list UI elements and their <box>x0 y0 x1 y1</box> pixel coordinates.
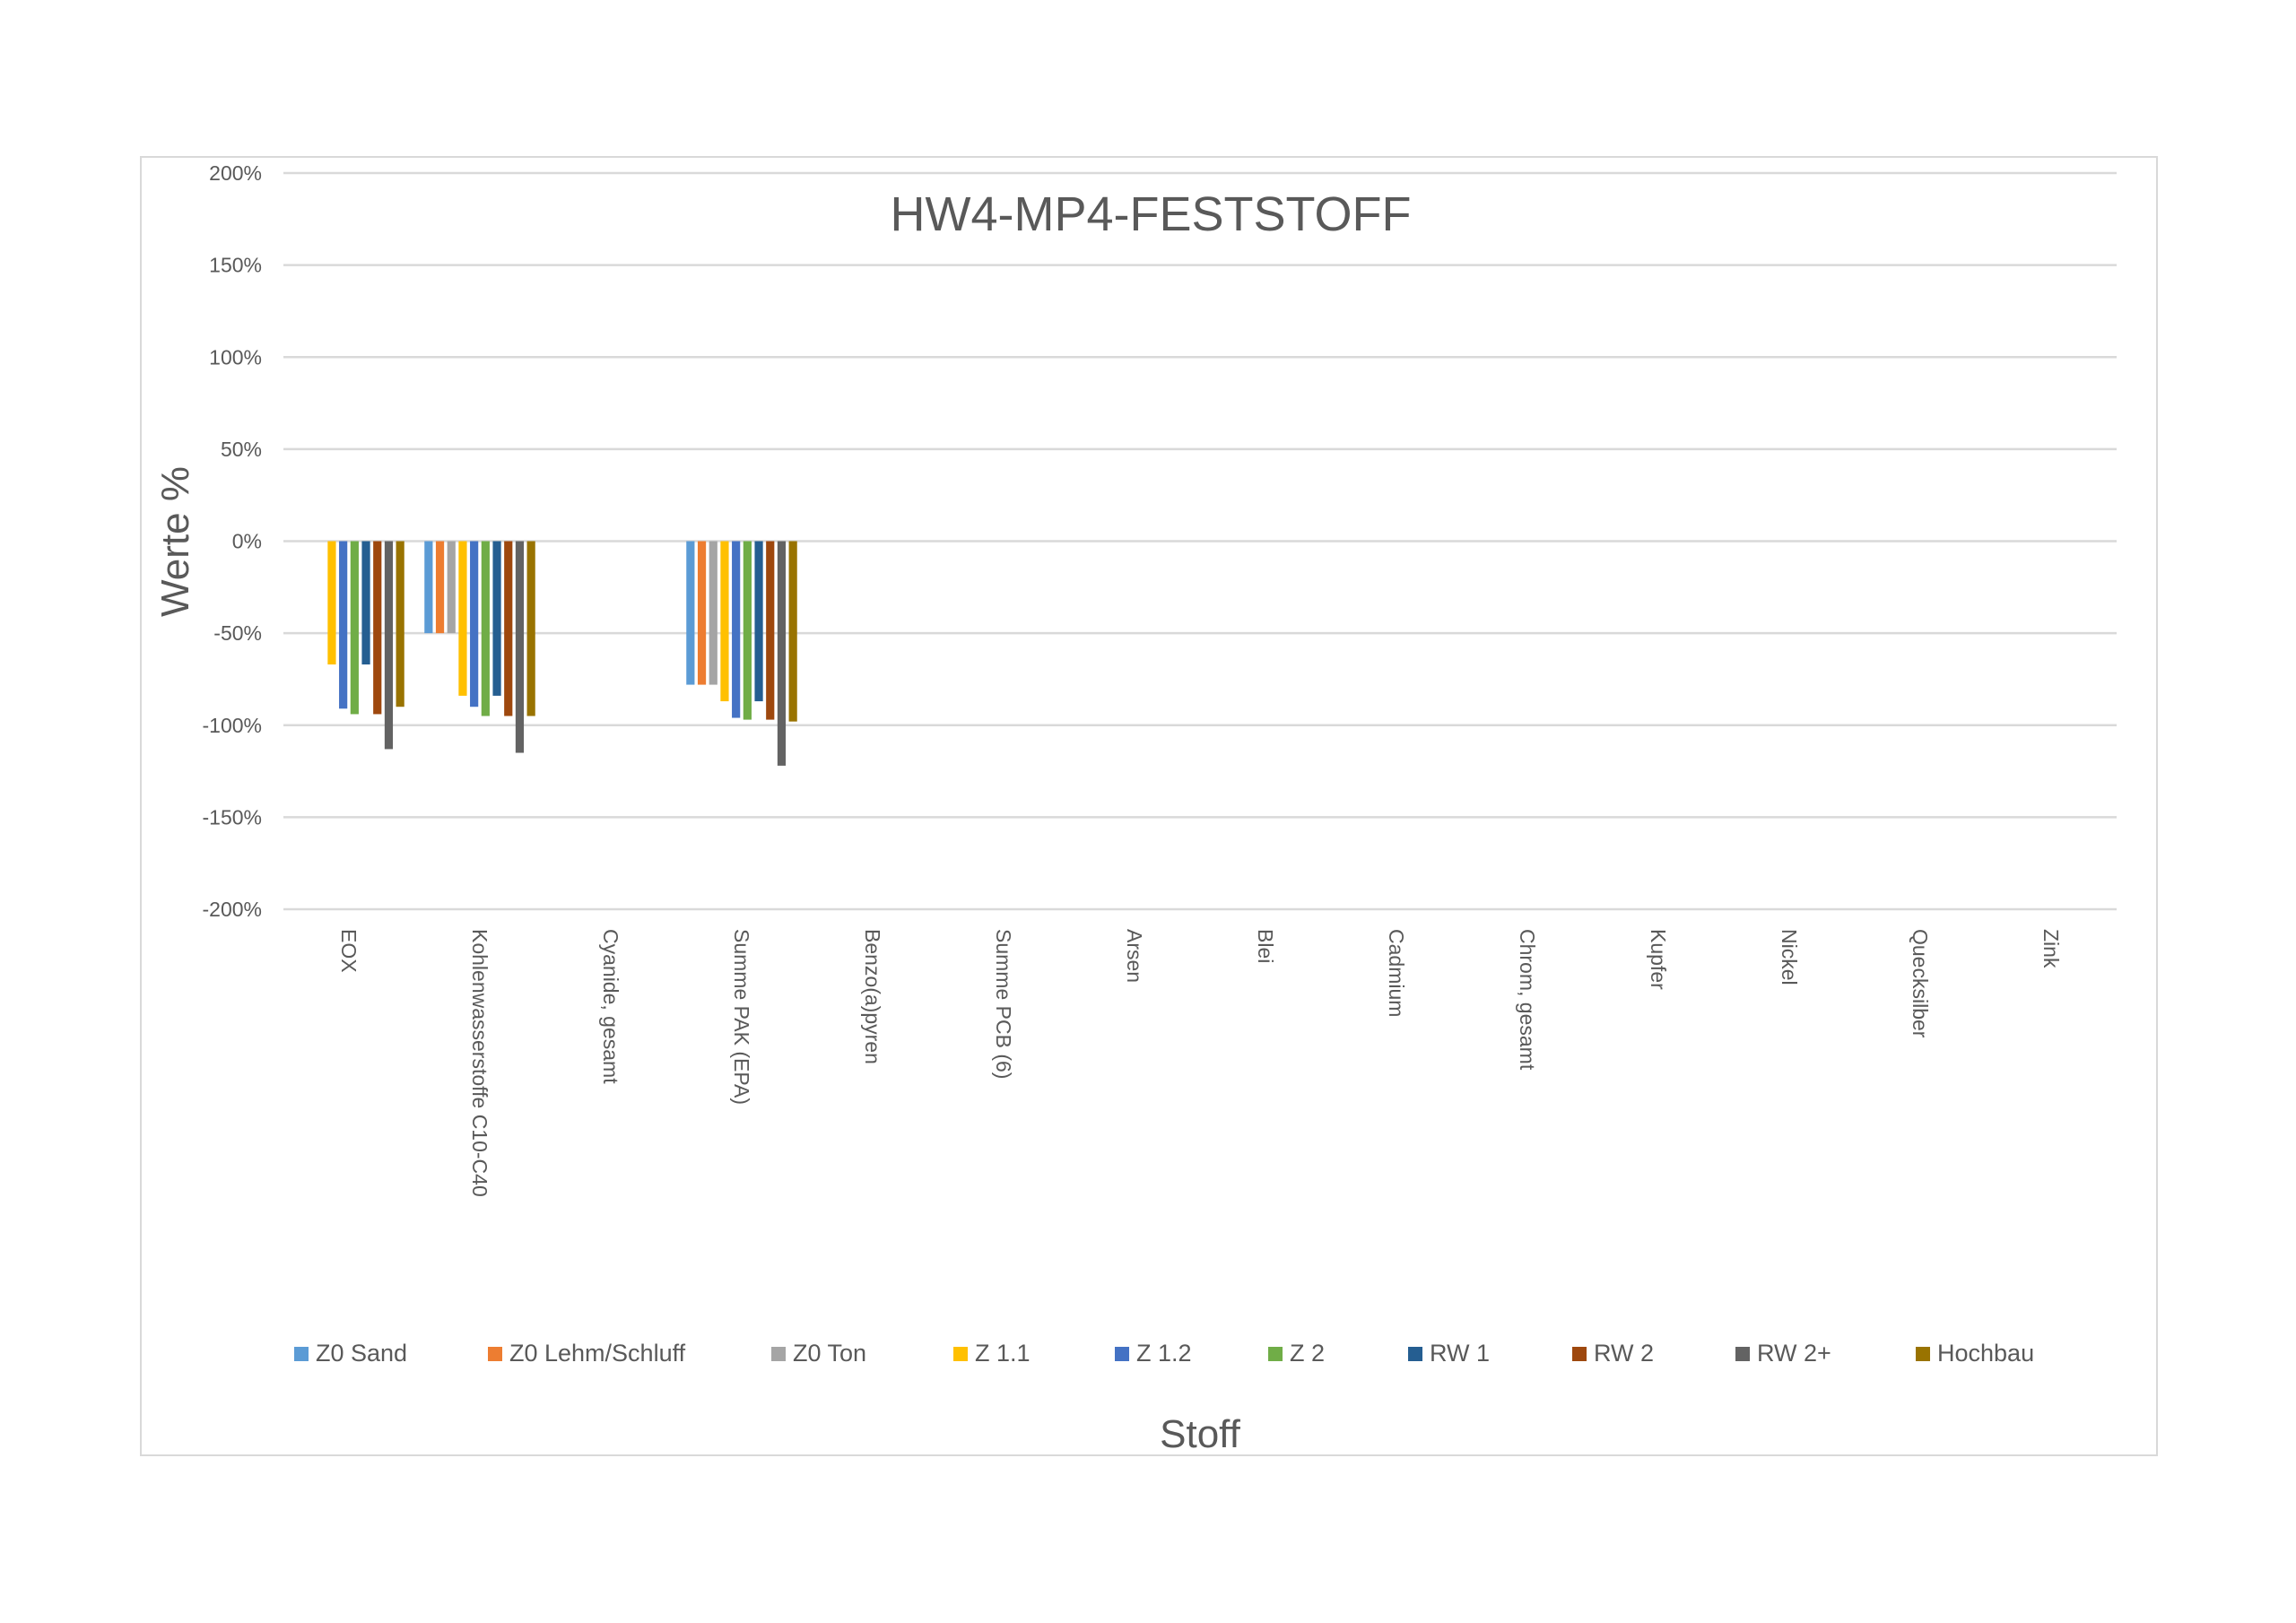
x-category-label: Kupfer <box>1647 929 1670 990</box>
legend-item: Hochbau <box>1916 1340 2034 1367</box>
legend-item: RW 1 <box>1408 1340 1490 1367</box>
legend-label: Z0 Sand <box>316 1340 407 1367</box>
y-tick-label: 150% <box>209 254 262 277</box>
legend-label: Z0 Ton <box>793 1340 866 1367</box>
y-tick-label: -50% <box>213 621 262 645</box>
x-category-label: Quecksilber <box>1909 929 1932 1038</box>
bar <box>686 541 695 685</box>
x-axis-title: Stoff <box>1160 1412 1240 1456</box>
x-category-label: Benzo(a)pyren <box>861 929 884 1064</box>
legend-label: Z 1.1 <box>975 1340 1031 1367</box>
x-category-label: Cadmium <box>1385 929 1408 1017</box>
bar <box>788 541 797 722</box>
bar <box>766 541 775 720</box>
x-category-label: Summe PCB (6) <box>992 929 1015 1079</box>
x-category-label: Arsen <box>1123 929 1146 983</box>
legend-item: Z0 Sand <box>294 1340 407 1367</box>
legend-label: Z 2 <box>1290 1340 1325 1367</box>
legend-swatch <box>1916 1347 1930 1361</box>
x-category-label: Cyanide, gesamt <box>599 929 622 1084</box>
chart-area: HW4-MP4-FESTSTOFF Stoff Werte % 200% 150%… <box>140 156 2158 1456</box>
legend-item: Z 1.1 <box>953 1340 1031 1367</box>
y-tick-label: -100% <box>203 714 262 737</box>
bar <box>481 541 490 716</box>
bar <box>458 541 467 696</box>
y-tick-label: 0% <box>232 530 262 553</box>
bar <box>447 541 456 634</box>
bar <box>350 541 359 715</box>
y-tick-label: -150% <box>203 805 262 829</box>
legend-label: Hochbau <box>1937 1340 2034 1367</box>
legend-swatch <box>1408 1347 1422 1361</box>
gridlines <box>283 171 2117 911</box>
bar <box>339 541 348 709</box>
x-category-label: EOX <box>337 929 361 973</box>
chart-title: HW4-MP4-FESTSTOFF <box>890 187 1411 241</box>
bar <box>777 541 787 766</box>
y-tick-label: -200% <box>203 898 262 921</box>
legend-swatch <box>953 1347 968 1361</box>
chart-svg: HW4-MP4-FESTSTOFF Stoff Werte % 200% 150%… <box>153 161 2117 1456</box>
legend-label: RW 2+ <box>1757 1340 1831 1367</box>
bar <box>492 541 501 696</box>
x-category-label: Summe PAK (EPA) <box>730 929 753 1105</box>
legend-swatch <box>294 1347 309 1361</box>
y-axis-ticks: 200% 150% 100% 50% 0% -50% -100% -150% -200% <box>203 161 262 921</box>
bar <box>709 541 718 685</box>
bar <box>327 541 336 665</box>
x-axis-categories: EOX Kohlenwasserstoffe C10-C40 Cyanide, ge… <box>337 929 2063 1197</box>
bar <box>526 541 535 716</box>
y-tick-label: 200% <box>209 161 262 185</box>
legend-item: Z 1.2 <box>1115 1340 1192 1367</box>
legend-label: Z 1.2 <box>1136 1340 1192 1367</box>
bar <box>396 541 404 707</box>
bar <box>743 541 752 720</box>
x-category-label: Zink <box>2039 929 2063 968</box>
bar <box>470 541 479 707</box>
legend-item: Z0 Ton <box>771 1340 866 1367</box>
y-tick-label: 100% <box>209 345 262 369</box>
x-category-label: Chrom, gesamt <box>1516 929 1539 1071</box>
legend-swatch <box>1735 1347 1750 1361</box>
y-axis-title: Werte % <box>153 466 197 617</box>
legend: Z0 Sand Z0 Lehm/Schluff Z0 Ton Z 1.1 Z 1.2 Z … <box>294 1340 2034 1367</box>
bar <box>384 541 394 750</box>
x-category-label: Nickel <box>1778 929 1801 985</box>
bar <box>424 541 433 634</box>
legend-item: Z0 Lehm/Schluff <box>488 1340 686 1367</box>
y-tick-label: 50% <box>221 438 262 461</box>
bar <box>361 541 370 665</box>
legend-swatch <box>488 1347 502 1361</box>
legend-item: Z 2 <box>1268 1340 1325 1367</box>
legend-item: RW 2+ <box>1735 1340 1831 1367</box>
legend-swatch <box>1115 1347 1129 1361</box>
bar <box>697 541 707 685</box>
bar <box>504 541 513 716</box>
legend-swatch <box>1572 1347 1587 1361</box>
x-category-label: Blei <box>1254 929 1277 963</box>
bar <box>373 541 382 715</box>
bar <box>515 541 525 753</box>
legend-label: RW 2 <box>1594 1340 1654 1367</box>
bar <box>720 541 729 702</box>
bar <box>435 541 445 634</box>
legend-item: RW 2 <box>1572 1340 1654 1367</box>
bar <box>732 541 741 718</box>
bar <box>754 541 763 702</box>
x-category-label: Kohlenwasserstoffe C10-C40 <box>468 929 491 1197</box>
legend-swatch <box>1268 1347 1283 1361</box>
legend-label: Z0 Lehm/Schluff <box>509 1340 686 1367</box>
legend-swatch <box>771 1347 786 1361</box>
bar-series <box>327 541 797 766</box>
legend-label: RW 1 <box>1430 1340 1490 1367</box>
